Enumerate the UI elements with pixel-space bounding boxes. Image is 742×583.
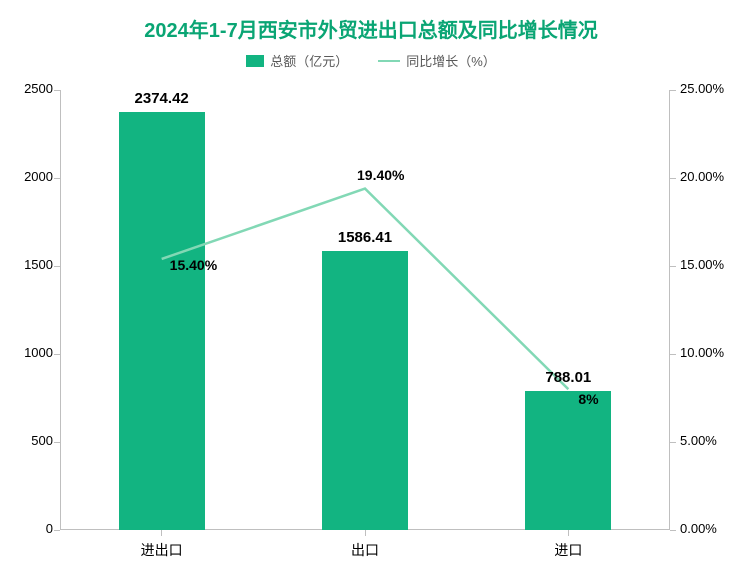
ytick-right <box>670 354 676 355</box>
chart-container: 2024年1-7月西安市外贸进出口总额及同比增长情况 总额（亿元） 同比增长（%… <box>0 0 742 583</box>
xtick <box>365 530 366 536</box>
legend: 总额（亿元） 同比增长（%） <box>0 51 742 70</box>
ytick-right <box>670 90 676 91</box>
legend-bar-swatch <box>246 55 264 67</box>
xlabel: 进口 <box>518 540 618 560</box>
growth-line <box>162 189 569 390</box>
ylabel-left: 2500 <box>5 81 53 96</box>
line-value-label: 19.40% <box>357 167 404 183</box>
ytick-right <box>670 266 676 267</box>
ylabel-left: 1000 <box>5 345 53 360</box>
legend-item-line: 同比增长（%） <box>378 51 496 70</box>
ytick-right <box>670 442 676 443</box>
ylabel-right: 0.00% <box>680 521 717 536</box>
bar-value-label: 1586.41 <box>315 229 415 246</box>
ylabel-right: 15.00% <box>680 257 724 272</box>
bar-value-label: 788.01 <box>518 369 618 386</box>
ytick-right <box>670 530 676 531</box>
xtick <box>161 530 162 536</box>
xlabel: 出口 <box>315 540 415 560</box>
bar-value-label: 2374.42 <box>112 90 212 107</box>
xlabel: 进出口 <box>112 540 212 560</box>
legend-item-bar: 总额（亿元） <box>246 51 348 70</box>
ytick-right <box>670 178 676 179</box>
line-layer <box>60 90 670 530</box>
ylabel-right: 25.00% <box>680 81 724 96</box>
ylabel-left: 0 <box>5 521 53 536</box>
plot-area <box>60 90 670 530</box>
ylabel-left: 500 <box>5 433 53 448</box>
chart-title: 2024年1-7月西安市外贸进出口总额及同比增长情况 <box>0 0 742 43</box>
ylabel-right: 20.00% <box>680 169 724 184</box>
ylabel-left: 2000 <box>5 169 53 184</box>
ylabel-right: 10.00% <box>680 345 724 360</box>
legend-line-label: 同比增长（%） <box>406 51 496 70</box>
line-value-label: 15.40% <box>170 257 217 273</box>
legend-line-swatch <box>378 60 400 62</box>
xtick <box>568 530 569 536</box>
line-value-label: 8% <box>578 391 598 407</box>
ylabel-right: 5.00% <box>680 433 717 448</box>
ylabel-left: 1500 <box>5 257 53 272</box>
legend-bar-label: 总额（亿元） <box>270 51 348 70</box>
